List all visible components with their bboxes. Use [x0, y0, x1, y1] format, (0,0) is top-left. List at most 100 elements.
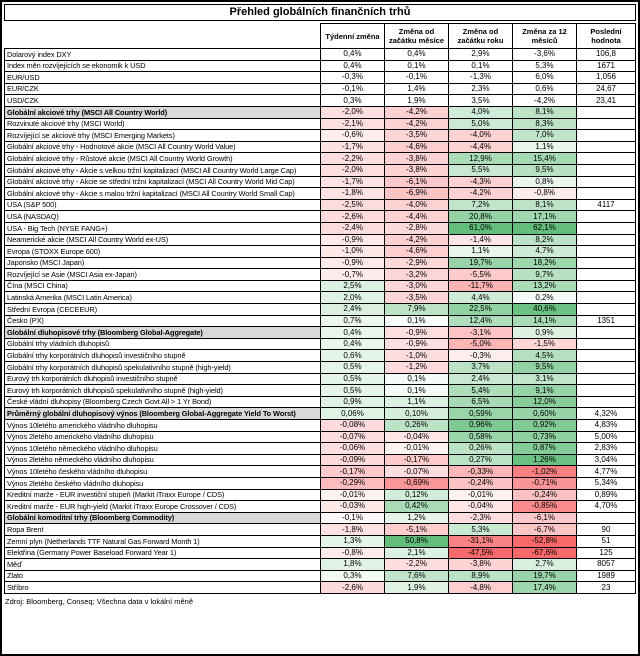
last-value-cell: 125	[576, 546, 636, 560]
change-value-cell: -0,17%	[384, 453, 449, 467]
last-value-cell: 90	[576, 523, 636, 536]
change-value-cell: -4,2%	[384, 105, 449, 119]
change-value-cell: 7,0%	[512, 129, 577, 142]
row-label: Globální trhy korporátních dluhopisů spe…	[4, 361, 321, 374]
change-value-cell: 0,4%	[320, 326, 385, 339]
change-value-cell: 2,9%	[448, 48, 513, 61]
row-label: USA (NASDAQ)	[4, 210, 321, 223]
change-value-cell: 0,27%	[448, 453, 513, 467]
change-value-cell: -1,7%	[320, 140, 385, 154]
change-value-cell: -0,33%	[448, 465, 513, 478]
row-label: Neamerické akcie (MSCI All Country World…	[4, 233, 321, 247]
section-row: Globální komoditní trhy (Bloomberg Commo…	[4, 511, 636, 525]
change-value-cell: 13,2%	[512, 279, 577, 293]
last-value-cell	[576, 163, 636, 177]
row-label: Výnos 10letého německého vládního dluhop…	[4, 442, 321, 455]
last-value-cell: 51	[576, 534, 636, 548]
change-value-cell: -4,6%	[384, 140, 449, 154]
change-value-cell: 0,26%	[448, 442, 513, 455]
change-value-cell: 2,4%	[448, 372, 513, 386]
last-value-cell: 2,83%	[576, 442, 636, 455]
change-value-cell: 1,9%	[384, 94, 449, 107]
change-value-cell: 0,42%	[384, 500, 449, 513]
change-value-cell: -3,8%	[448, 558, 513, 571]
change-value-cell: -1,4%	[448, 233, 513, 247]
table-row: Globální akciové trhy - Akcie s velkou t…	[4, 163, 636, 177]
last-value-cell	[576, 256, 636, 270]
row-label: Elektřina (Germany Power Baseload Forwar…	[4, 546, 321, 560]
last-value-cell	[576, 117, 636, 131]
table-row: USA (S&P 500) -2,5% -4,0% 7,2% 8,1% 4117	[4, 198, 636, 212]
table-row: Stříbro -2,6% 1,9% -4,8% 17,4% 23	[4, 581, 636, 594]
change-value-cell: -2,0%	[320, 163, 385, 177]
change-value-cell: 0,3%	[320, 569, 385, 583]
table-row: Evropa (STOXX Europe 600) -1,0% -4,6% 1,1% 4…	[4, 245, 636, 258]
change-value-cell: -11,7%	[448, 279, 513, 293]
change-value-cell: -1,02%	[512, 465, 577, 478]
change-value-cell: 1,1%	[384, 395, 449, 409]
table-row: Eurový trh korporátních dluhopisů invest…	[4, 372, 636, 386]
table-row: Globální akciové trhy - Hodnotové akcie …	[4, 140, 636, 154]
corner-cell	[4, 23, 321, 49]
change-value-cell: -1,8%	[320, 187, 385, 200]
change-value-cell: -0,29%	[320, 476, 385, 490]
change-value-cell: -2,3%	[448, 511, 513, 525]
change-value-cell: 62,1%	[512, 221, 577, 235]
table-row: Zlato 0,3% 7,6% 8,9% 19,7% 1989	[4, 569, 636, 583]
change-value-cell: 9,5%	[512, 361, 577, 374]
change-value-cell: -0,07%	[320, 430, 385, 444]
change-value-cell: -0,3%	[448, 349, 513, 363]
change-value-cell: 0,10%	[384, 407, 449, 420]
change-value-cell: 0,8%	[512, 175, 577, 189]
section-row: Globální akciové trhy (MSCI All Country …	[4, 105, 636, 119]
row-label: Výnos 2letého amerického vládního dluhop…	[4, 430, 321, 444]
last-value-cell	[576, 175, 636, 189]
table-row: Výnos 2letého německého vládního dluhopi…	[4, 453, 636, 467]
last-value-cell	[576, 372, 636, 386]
last-value-cell: 3,04%	[576, 453, 636, 467]
change-value-cell: -0,24%	[512, 488, 577, 502]
row-label: Globální akciové trhy - Akcie s velkou t…	[4, 163, 321, 177]
change-value-cell: -0,9%	[320, 256, 385, 270]
row-label: Japonsko (MSCI Japan)	[4, 256, 321, 270]
table-row: Globální akciové trhy - Akcie se střední…	[4, 175, 636, 189]
change-value-cell: 9,7%	[512, 268, 577, 281]
section-row: Průměrný globální dluhopisový výnos (Blo…	[4, 407, 636, 420]
table-row: Rozvinuté akciové trhy (MSCI World) -2,1%…	[4, 117, 636, 131]
change-value-cell: 0,4%	[320, 59, 385, 73]
table-row: EUR/USD -0,3% -0,1% -1,3% 6,0% 1,056	[4, 71, 636, 84]
row-label: Globální akciové trhy (MSCI All Country …	[4, 105, 321, 119]
last-value-cell	[576, 187, 636, 200]
column-header-month-to-date: Změna od začátku měsíce	[384, 23, 449, 49]
last-value-cell	[576, 395, 636, 409]
change-value-cell: 61,0%	[448, 221, 513, 235]
change-value-cell: -4,8%	[448, 581, 513, 594]
change-value-cell: -0,08%	[320, 419, 385, 432]
change-value-cell: 5,0%	[448, 117, 513, 131]
change-value-cell: 12,4%	[448, 314, 513, 328]
change-value-cell: 5,4%	[448, 384, 513, 397]
change-value-cell: 0,6%	[320, 349, 385, 363]
row-label: Kreditní marže - EUR high-yield (Markit …	[4, 500, 321, 513]
change-value-cell: -0,04%	[448, 500, 513, 513]
change-value-cell: -0,71%	[512, 476, 577, 490]
change-value-cell: -3,1%	[448, 326, 513, 339]
change-value-cell: 0,58%	[448, 430, 513, 444]
change-value-cell: 7,9%	[384, 303, 449, 316]
change-value-cell: 5,5%	[448, 163, 513, 177]
last-value-cell	[576, 279, 636, 293]
last-value-cell	[576, 233, 636, 247]
change-value-cell: -2,6%	[320, 581, 385, 594]
change-value-cell: -6,1%	[512, 511, 577, 525]
row-label: Výnos 2letého německého vládního dluhopi…	[4, 453, 321, 467]
row-label: Stříbro	[4, 581, 321, 594]
row-label: Měď	[4, 558, 321, 571]
change-value-cell: -0,01%	[320, 488, 385, 502]
last-value-cell	[576, 291, 636, 305]
change-value-cell: 20,8%	[448, 210, 513, 223]
change-value-cell: 12,0%	[512, 395, 577, 409]
change-value-cell: -0,8%	[512, 187, 577, 200]
change-value-cell: 0,26%	[384, 419, 449, 432]
change-value-cell: 0,1%	[384, 314, 449, 328]
